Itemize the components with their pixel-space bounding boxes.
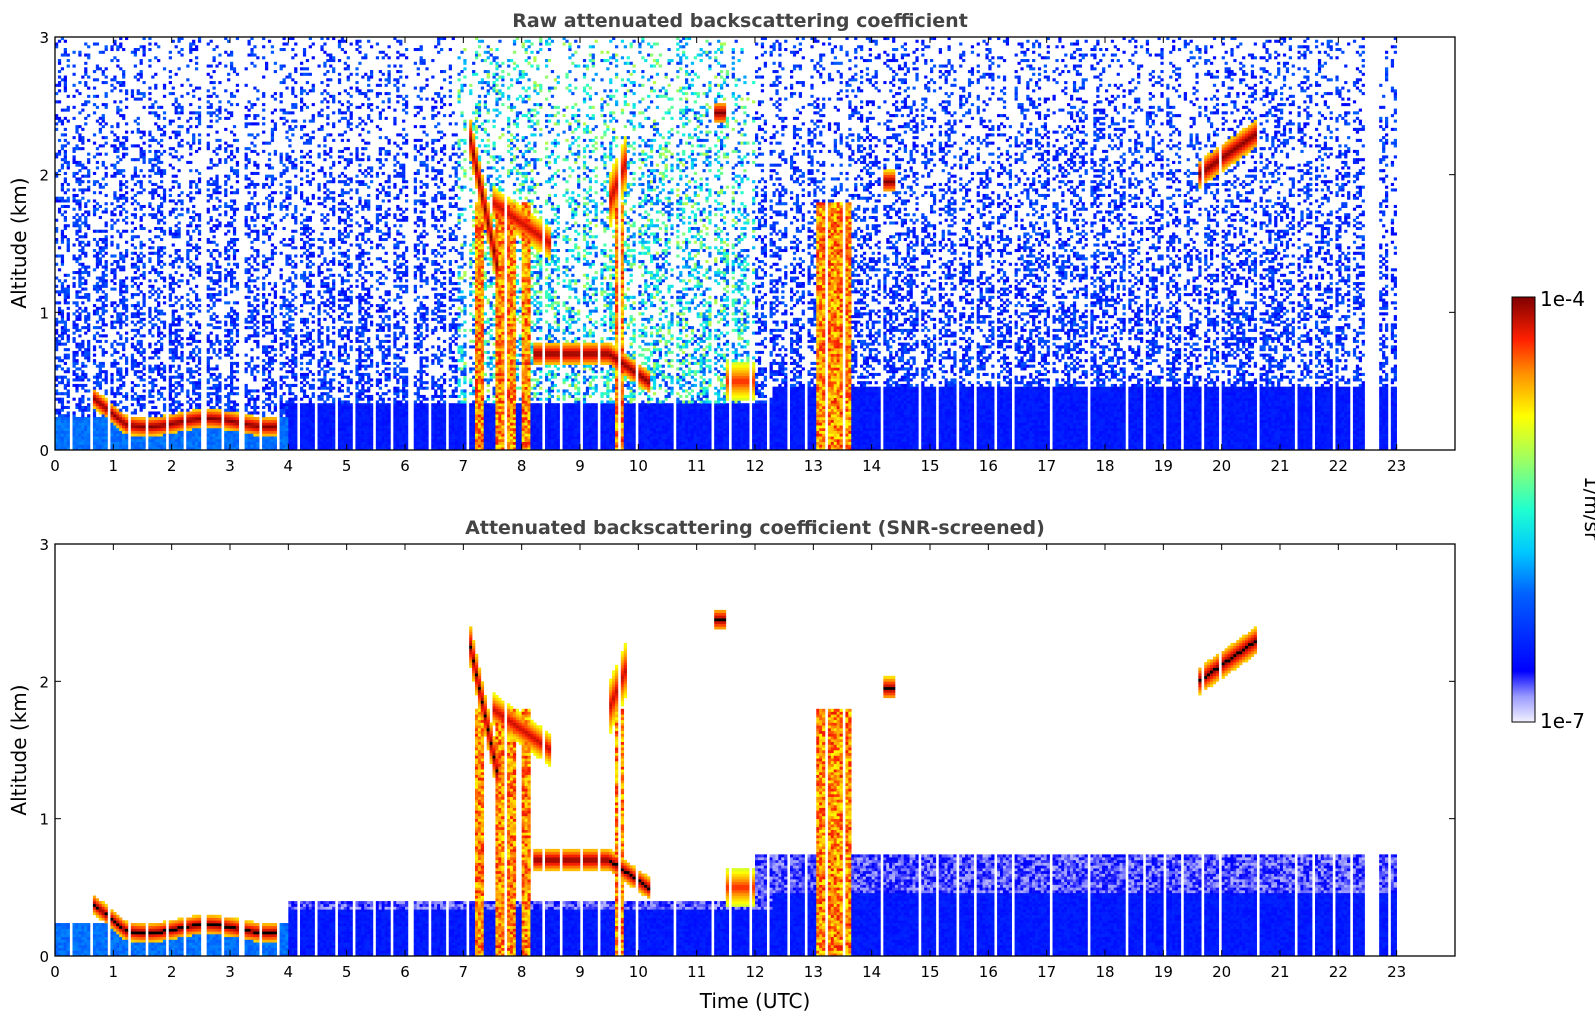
x-tick-label: 1 [109, 457, 119, 475]
x-tick-label: 20 [1212, 963, 1231, 981]
y-tick-label: 0 [39, 948, 49, 966]
x-tick-label: 15 [920, 963, 939, 981]
colorbar-unit-label: 1/m/sr [1580, 476, 1595, 541]
x-tick-label: 0 [50, 457, 60, 475]
x-tick-label: 11 [687, 963, 706, 981]
colorbar-gradient [1511, 296, 1536, 723]
x-tick-label: 9 [575, 963, 585, 981]
bottom-panel-title: Attenuated backscattering coefficient (S… [465, 517, 1045, 539]
x-tick-label: 23 [1387, 963, 1406, 981]
x-tick-label: 15 [920, 457, 939, 475]
x-tick-label: 6 [400, 457, 410, 475]
top-panel: Raw attenuated backscattering coefficien… [7, 10, 1456, 475]
x-tick-label: 8 [517, 457, 527, 475]
x-tick-label: 9 [575, 457, 585, 475]
x-tick-label: 2 [167, 963, 177, 981]
top-y-axis: 0 1 2 3 [39, 29, 1455, 460]
x-tick-label: 23 [1387, 457, 1406, 475]
x-tick-label: 19 [1154, 457, 1173, 475]
y-tick-label: 3 [39, 536, 49, 554]
y-tick-label: 3 [39, 29, 49, 47]
y-tick-label: 2 [39, 167, 49, 185]
x-tick-label: 2 [167, 457, 177, 475]
x-tick-label: 16 [979, 963, 998, 981]
y-tick-label: 0 [39, 442, 49, 460]
colorbar-max-label: 1e-4 [1540, 287, 1585, 311]
x-tick-label: 14 [862, 457, 881, 475]
bottom-y-axis: 0 1 2 3 [39, 536, 1455, 966]
top-y-axis-label: Altitude (km) [7, 177, 31, 308]
x-tick-label: 3 [225, 963, 235, 981]
x-tick-label: 10 [629, 457, 648, 475]
x-tick-label: 21 [1270, 963, 1289, 981]
x-tick-label: 12 [745, 457, 764, 475]
x-tick-label: 17 [1037, 963, 1056, 981]
x-tick-label: 16 [979, 457, 998, 475]
x-tick-label: 13 [804, 963, 823, 981]
x-tick-label: 11 [687, 457, 706, 475]
x-tick-label: 20 [1212, 457, 1231, 475]
y-tick-label: 2 [39, 673, 49, 691]
top-x-axis: 0 1 2 3 4 5 6 7 8 9 10 11 12 13 14 15 16 17 18 19 20 21 22 23 [50, 37, 1406, 475]
x-tick-label: 22 [1329, 457, 1348, 475]
x-tick-label: 4 [284, 457, 294, 475]
x-tick-label: 14 [862, 963, 881, 981]
x-tick-label: 5 [342, 963, 352, 981]
bottom-plot-area [55, 609, 1397, 956]
x-tick-label: 0 [50, 963, 60, 981]
x-tick-label: 1 [109, 963, 119, 981]
top-panel-title: Raw attenuated backscattering coefficien… [512, 10, 968, 32]
x-tick-label: 5 [342, 457, 352, 475]
bottom-x-axis: 0 1 2 3 4 5 6 7 8 9 10 11 12 13 14 15 16 17 18 19 20 21 22 23 [50, 544, 1406, 981]
x-tick-label: 4 [284, 963, 294, 981]
bottom-panel: Attenuated backscattering coefficient (S… [7, 517, 1456, 1013]
x-tick-label: 21 [1270, 457, 1289, 475]
x-tick-label: 18 [1095, 963, 1114, 981]
x-tick-label: 3 [225, 457, 235, 475]
x-tick-label: 8 [517, 963, 527, 981]
x-tick-label: 7 [459, 963, 469, 981]
y-tick-label: 1 [39, 811, 49, 829]
x-tick-label: 17 [1037, 457, 1056, 475]
x-tick-label: 19 [1154, 963, 1173, 981]
bottom-x-axis-label: Time (UTC) [699, 989, 811, 1013]
x-tick-label: 6 [400, 963, 410, 981]
x-tick-label: 10 [629, 963, 648, 981]
x-tick-label: 18 [1095, 457, 1114, 475]
top-plot-area [55, 37, 1397, 450]
colorbar: 1e-4 1e-7 1/m/sr [1511, 287, 1595, 733]
x-tick-label: 13 [804, 457, 823, 475]
y-tick-label: 1 [39, 304, 49, 322]
x-tick-label: 12 [745, 963, 764, 981]
x-tick-label: 7 [459, 457, 469, 475]
colorbar-min-label: 1e-7 [1540, 709, 1585, 733]
x-tick-label: 22 [1329, 963, 1348, 981]
bottom-y-axis-label: Altitude (km) [7, 684, 31, 815]
